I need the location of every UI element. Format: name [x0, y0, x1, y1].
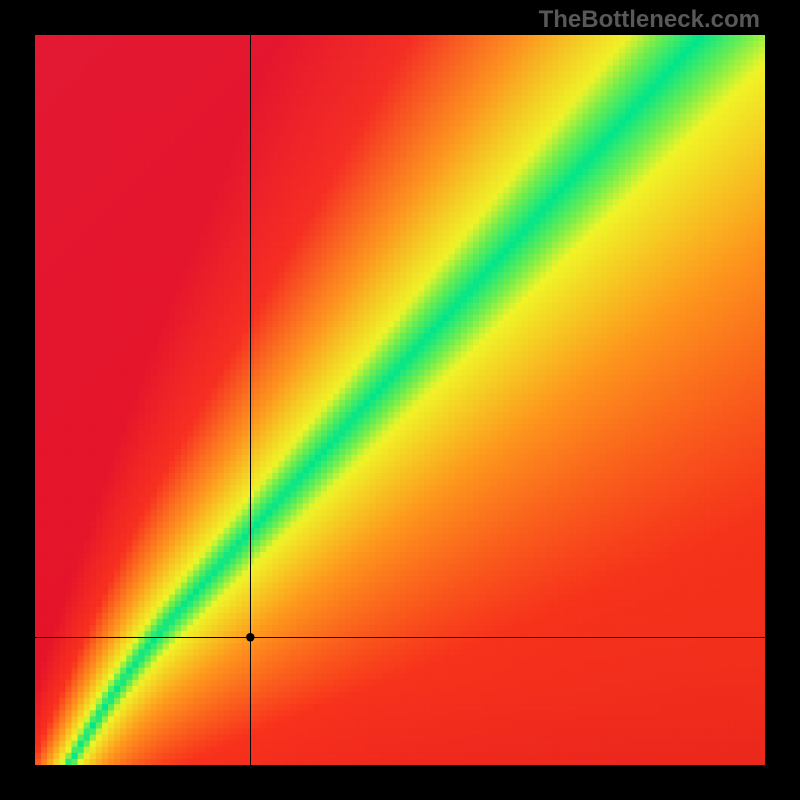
bottleneck-heatmap — [35, 35, 765, 765]
chart-container: TheBottleneck.com — [0, 0, 800, 800]
watermark-text: TheBottleneck.com — [539, 6, 760, 34]
